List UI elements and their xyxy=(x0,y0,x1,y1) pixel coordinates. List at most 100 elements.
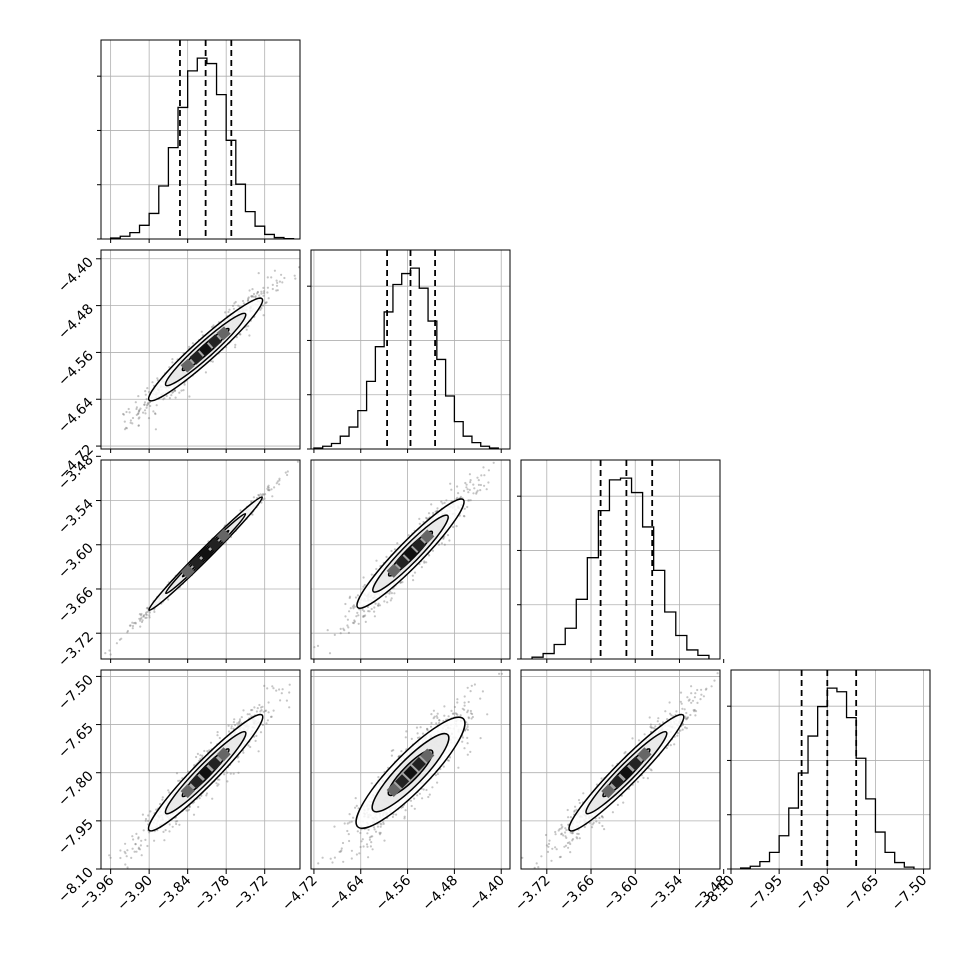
scatter-point xyxy=(124,863,127,866)
scatter-point xyxy=(313,646,316,649)
scatter-point xyxy=(123,420,126,423)
scatter-point xyxy=(144,390,147,393)
scatter-point xyxy=(419,726,422,729)
scatter-point xyxy=(143,403,146,406)
scatter-point xyxy=(258,703,261,707)
scatter-point xyxy=(356,830,359,833)
scatter-point xyxy=(431,549,435,552)
scatter-point xyxy=(176,820,179,823)
scatter-point xyxy=(154,412,157,415)
scatter-point xyxy=(479,737,482,740)
scatter-point xyxy=(321,856,324,859)
scatter-point xyxy=(215,782,218,785)
scatter-point xyxy=(223,773,226,776)
scatter-point xyxy=(427,512,431,515)
scatter-point xyxy=(257,493,260,497)
scatter-point xyxy=(346,618,349,621)
scatter-point xyxy=(467,716,470,719)
scatter-point xyxy=(199,757,202,761)
scatter-point xyxy=(128,873,130,875)
scatter-point xyxy=(262,710,265,713)
scatter-point xyxy=(193,764,196,767)
scatter-point xyxy=(649,723,653,726)
scatter-point xyxy=(119,849,122,852)
scatter-point xyxy=(240,716,243,719)
scatter-point xyxy=(430,713,433,716)
scatter-point xyxy=(138,409,141,412)
scatter-point xyxy=(480,474,483,477)
scatter-point xyxy=(575,836,578,839)
scatter-point xyxy=(187,808,191,811)
scatter-point xyxy=(382,822,385,826)
scatter-point xyxy=(178,823,181,826)
density-block xyxy=(411,757,426,772)
scatter-point xyxy=(142,829,145,832)
scatter-point xyxy=(435,715,438,718)
scatter-point xyxy=(168,823,171,826)
scatter-point xyxy=(456,713,459,716)
scatter-point xyxy=(211,797,214,800)
scatter-point xyxy=(135,406,138,409)
scatter-point xyxy=(260,292,263,295)
scatter-point xyxy=(144,393,147,396)
scatter-point xyxy=(470,717,473,720)
scatter-point xyxy=(256,291,259,294)
scatter-point xyxy=(403,817,406,820)
scatter-point xyxy=(443,714,446,717)
scatter-point xyxy=(469,712,473,715)
scatter-point xyxy=(288,691,291,694)
scatter-point xyxy=(275,482,278,485)
scatter-point xyxy=(704,688,708,691)
scatter-point xyxy=(339,850,342,853)
scatter-panel-2-1 xyxy=(310,459,511,663)
scatter-point xyxy=(131,422,134,425)
scatter-point xyxy=(373,606,376,609)
scatter-point xyxy=(161,798,164,801)
density-core xyxy=(386,748,435,797)
scatter-point xyxy=(693,696,697,699)
scatter-panel-3-0: −3.96−3.90−3.84−3.78−3.72−8.10−7.95−7.80… xyxy=(55,669,301,914)
scatter-point xyxy=(253,706,256,709)
scatter-point xyxy=(143,401,147,404)
scatter-point xyxy=(261,493,264,496)
scatter-point xyxy=(376,825,380,828)
scatter-point xyxy=(147,819,150,823)
scatter-point xyxy=(676,732,680,735)
density-block xyxy=(198,546,213,561)
scatter-point xyxy=(440,542,443,545)
scatter-point xyxy=(375,567,378,571)
scatter-point xyxy=(355,615,358,618)
scatter-point xyxy=(126,874,128,876)
scatter-point xyxy=(142,615,145,618)
density-block xyxy=(216,326,231,341)
scatter-point xyxy=(363,610,366,613)
scatter-point xyxy=(122,412,125,416)
scatter-point xyxy=(115,642,118,645)
scatter-point xyxy=(466,711,469,714)
scatter-point xyxy=(500,672,503,675)
scatter-point xyxy=(448,756,452,759)
scatter-point xyxy=(145,607,148,610)
scatter-point xyxy=(598,821,601,825)
scatter-point xyxy=(326,629,329,632)
scatter-point xyxy=(174,820,177,823)
scatter-point xyxy=(188,395,191,398)
scatter-point xyxy=(418,517,421,521)
scatter-point xyxy=(137,847,140,850)
scatter-point xyxy=(270,276,273,279)
scatter-point xyxy=(465,721,468,724)
scatter-point xyxy=(403,815,406,818)
scatter-point xyxy=(140,612,143,616)
scatter-point xyxy=(237,760,240,763)
scatter-point xyxy=(331,861,334,864)
scatter-point xyxy=(145,611,148,614)
scatter-point xyxy=(265,722,268,725)
scatter-point xyxy=(264,301,267,304)
density-block xyxy=(386,782,401,797)
scatter-point xyxy=(148,611,151,614)
scatter-point xyxy=(485,488,488,491)
scatter-point xyxy=(438,721,441,725)
scatter-point xyxy=(278,280,281,283)
scatter-point xyxy=(443,705,446,708)
scatter-point xyxy=(155,404,158,407)
